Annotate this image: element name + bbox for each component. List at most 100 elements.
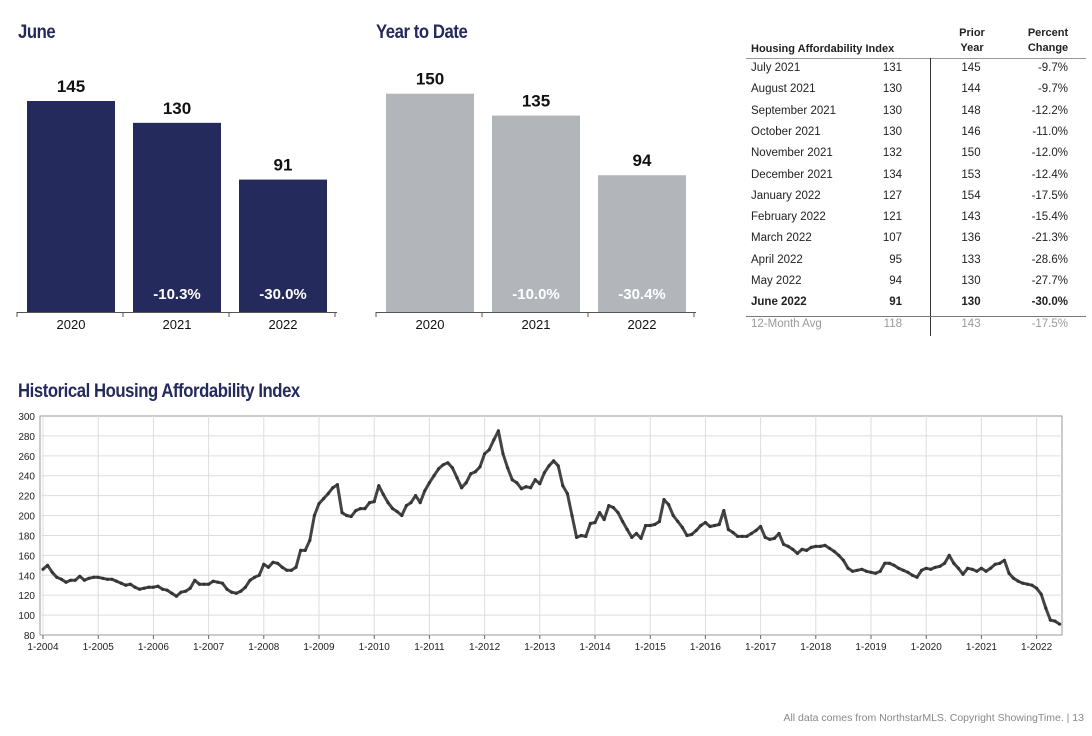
history-point — [427, 481, 431, 485]
history-point — [253, 575, 257, 579]
history-point — [368, 501, 372, 505]
history-point — [1002, 558, 1007, 562]
history-point — [349, 514, 353, 519]
history-point — [998, 561, 1002, 565]
table-row: July 2021 131 145 -9.7% — [746, 58, 1086, 79]
history-point — [984, 569, 988, 573]
history-point — [55, 575, 59, 579]
bar-change-label: -10.0% — [512, 286, 560, 303]
y-tick-label: 80 — [24, 631, 36, 642]
history-point — [165, 588, 169, 592]
history-point — [409, 501, 413, 505]
history-point — [59, 577, 64, 581]
history-point — [358, 507, 362, 511]
history-point — [239, 589, 243, 593]
history-point — [754, 528, 758, 533]
table-cell-month: June 2022 — [751, 296, 807, 309]
history-point — [510, 478, 514, 482]
history-point — [864, 569, 869, 573]
x-tick-label: 1-2021 — [966, 642, 998, 653]
history-point — [147, 585, 151, 589]
bar-value-label: 94 — [633, 151, 652, 170]
table-cell-value: 94 — [889, 275, 902, 287]
history-point — [1035, 586, 1039, 590]
history-point — [496, 429, 500, 433]
history-point — [1012, 576, 1016, 580]
bar-change-label: -10.3% — [153, 286, 201, 303]
history-point — [1044, 606, 1048, 610]
history-point — [151, 585, 155, 589]
june-title: June — [18, 22, 56, 43]
history-point — [772, 536, 777, 540]
history-point — [312, 513, 316, 518]
history-point — [188, 586, 192, 590]
table-cell-change: -11.0% — [1032, 125, 1068, 138]
table-row: October 2021 130 146 -11.0% — [746, 122, 1086, 143]
bar-change-label: -30.4% — [618, 286, 666, 303]
table-column-divider — [930, 58, 931, 336]
table-cell-month: December 2021 — [751, 168, 833, 181]
history-point — [786, 544, 790, 548]
table-cell-month: 12-Month Avg — [751, 317, 822, 330]
history-point — [271, 560, 275, 564]
table-cell-change: -17.5% — [1031, 317, 1068, 330]
ytd-title: Year to Date — [376, 22, 468, 43]
history-point — [906, 570, 910, 574]
bar-category-label: 2022 — [628, 317, 657, 332]
history-point — [1048, 618, 1052, 622]
history-point — [542, 471, 547, 475]
history-point — [492, 438, 496, 442]
history-point — [703, 520, 708, 525]
history-point — [800, 547, 804, 551]
table-cell-prior: 146 — [961, 125, 981, 138]
history-point — [124, 583, 128, 587]
history-point — [1053, 619, 1057, 623]
history-point — [1016, 579, 1020, 583]
history-point — [690, 532, 694, 537]
history-point — [561, 484, 565, 488]
history-point — [473, 470, 477, 474]
history-point — [483, 452, 487, 456]
table-header-divider — [746, 58, 1086, 59]
history-point — [386, 501, 390, 505]
footer-text: All data comes from NorthstarMLS. Copyri… — [783, 712, 1084, 724]
history-point — [634, 531, 639, 536]
table-cell-value: 91 — [889, 296, 902, 309]
y-tick-label: 120 — [18, 591, 35, 602]
history-point — [400, 513, 404, 518]
history-point — [943, 561, 947, 565]
y-tick-label: 300 — [18, 412, 35, 423]
june-bar-chart: 145 2020 130 -10.3% 2021 91 -30.0% 2022 — [16, 77, 337, 332]
history-point — [193, 578, 197, 582]
history-point — [478, 465, 482, 469]
history-point — [915, 575, 919, 579]
history-point — [345, 513, 349, 518]
history-point — [96, 575, 100, 579]
history-point — [161, 587, 165, 591]
x-tick-label: 1-2007 — [193, 642, 225, 653]
history-point — [841, 558, 846, 562]
y-tick-label: 180 — [18, 531, 35, 542]
history-point — [639, 536, 643, 540]
history-point — [69, 578, 73, 582]
history-point — [179, 590, 183, 594]
history-point — [257, 573, 261, 577]
table-cell-change: -9.7% — [1037, 83, 1068, 96]
history-point — [285, 568, 289, 572]
history-point — [736, 534, 740, 538]
history-point — [966, 566, 970, 570]
history-point — [335, 483, 339, 487]
bar-value-label: 130 — [163, 99, 191, 118]
table-cell-prior: 130 — [961, 296, 981, 309]
history-point — [869, 570, 873, 574]
history-point — [924, 566, 928, 570]
table-cell-change: -30.0% — [1031, 296, 1068, 309]
history-point — [657, 519, 662, 524]
y-tick-label: 260 — [18, 452, 35, 463]
bar-category-label: 2021 — [522, 317, 551, 332]
x-tick-label: 1-2008 — [248, 642, 280, 653]
table-cell-value: 130 — [882, 83, 902, 96]
bar-2020 — [386, 93, 474, 312]
x-tick-label: 1-2011 — [414, 642, 445, 653]
history-point — [777, 531, 781, 536]
